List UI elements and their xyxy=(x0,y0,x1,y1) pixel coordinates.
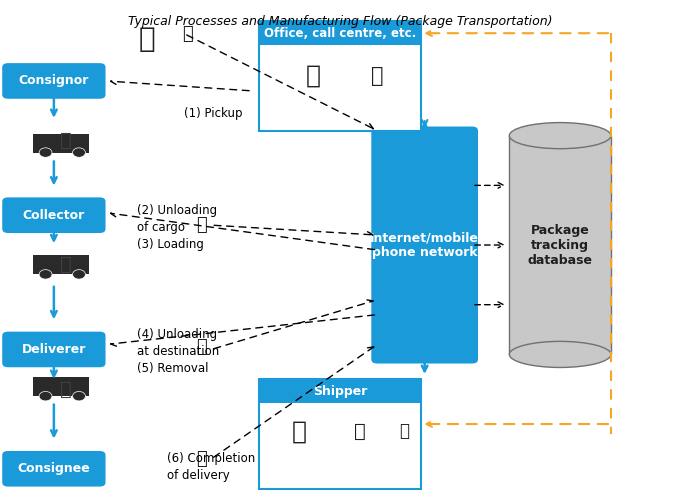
Text: Consignor: Consignor xyxy=(18,74,89,88)
Bar xyxy=(69,381,89,396)
Text: Office, call centre, etc.: Office, call centre, etc. xyxy=(264,26,416,40)
FancyBboxPatch shape xyxy=(371,126,479,364)
Circle shape xyxy=(73,392,86,401)
Bar xyxy=(69,138,89,152)
Text: 🖨: 🖨 xyxy=(354,422,367,441)
FancyBboxPatch shape xyxy=(1,62,106,100)
Circle shape xyxy=(39,270,52,279)
Bar xyxy=(33,134,89,152)
Bar xyxy=(509,136,611,354)
FancyBboxPatch shape xyxy=(1,196,106,234)
Text: 🖥: 🖥 xyxy=(292,420,307,444)
Bar xyxy=(33,378,89,396)
Text: 📱: 📱 xyxy=(196,216,207,234)
Text: 👷: 👷 xyxy=(139,24,155,52)
Ellipse shape xyxy=(509,342,611,367)
Circle shape xyxy=(73,270,86,279)
FancyBboxPatch shape xyxy=(258,380,422,488)
FancyBboxPatch shape xyxy=(258,22,422,45)
Ellipse shape xyxy=(509,122,611,148)
Circle shape xyxy=(39,392,52,401)
FancyBboxPatch shape xyxy=(1,450,106,488)
Bar xyxy=(69,259,89,274)
Text: Package
tracking
database: Package tracking database xyxy=(528,224,592,266)
FancyBboxPatch shape xyxy=(258,22,422,130)
Text: Internet/mobile
phone network: Internet/mobile phone network xyxy=(370,231,479,259)
Text: (2) Unloading
of cargo
(3) Loading: (2) Unloading of cargo (3) Loading xyxy=(137,204,217,251)
Text: 🖥: 🖥 xyxy=(371,66,384,86)
Text: Deliverer: Deliverer xyxy=(22,343,86,356)
Text: 📱: 📱 xyxy=(399,422,409,440)
Text: (1) Pickup: (1) Pickup xyxy=(184,107,243,120)
Text: 🚚: 🚚 xyxy=(60,131,71,150)
Bar xyxy=(33,256,89,274)
Text: 🖥: 🖥 xyxy=(305,64,320,88)
Text: Consignee: Consignee xyxy=(18,462,90,475)
Text: Shipper: Shipper xyxy=(313,384,367,398)
Text: 📱: 📱 xyxy=(182,24,193,42)
Circle shape xyxy=(39,148,52,158)
Text: 🚚: 🚚 xyxy=(60,380,71,398)
FancyBboxPatch shape xyxy=(1,331,106,368)
Text: 📱: 📱 xyxy=(196,338,207,356)
Text: (4) Unloading
at destination
(5) Removal: (4) Unloading at destination (5) Removal xyxy=(137,328,219,376)
Text: Typical Processes and Manufacturing Flow (Package Transportation): Typical Processes and Manufacturing Flow… xyxy=(128,15,552,28)
Text: 🚚: 🚚 xyxy=(60,256,71,274)
Circle shape xyxy=(73,148,86,158)
Text: Collector: Collector xyxy=(22,208,85,222)
Text: 📱: 📱 xyxy=(196,450,207,468)
FancyBboxPatch shape xyxy=(258,380,422,403)
Text: (6) Completion
of delivery: (6) Completion of delivery xyxy=(167,452,256,482)
